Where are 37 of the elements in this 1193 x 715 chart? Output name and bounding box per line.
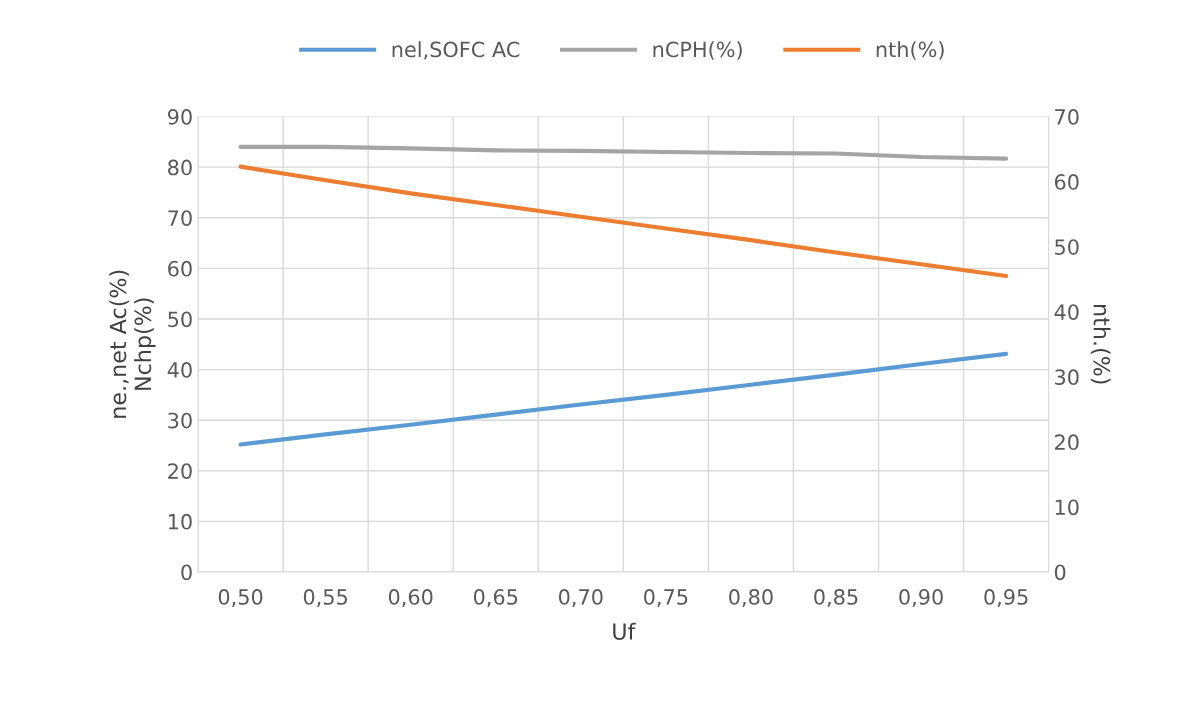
x-tick-label: 0,60 bbox=[388, 589, 433, 607]
legend-label: nCPH(%) bbox=[653, 41, 742, 60]
y2-tick-label: 30 bbox=[1055, 369, 1079, 386]
line-series bbox=[238, 164, 1009, 279]
y2-tick-label: 20 bbox=[1055, 434, 1079, 451]
y-axis-title: ne.,net Ac(%) Nchp(%) bbox=[109, 270, 156, 418]
x-tick-label: 0,55 bbox=[303, 589, 347, 607]
x-tick-label: 0,65 bbox=[473, 589, 518, 607]
y-tick-label: 60 bbox=[168, 260, 192, 277]
y2-tick-label: 40 bbox=[1054, 304, 1079, 320]
y-tick-label: 20 bbox=[168, 463, 192, 479]
y-tick-label: 50 bbox=[168, 311, 192, 328]
y2-tick-label: 60 bbox=[1054, 174, 1079, 190]
x-tick-label: 0,95 bbox=[984, 589, 1028, 607]
x-tick-label: 0,50 bbox=[218, 589, 263, 607]
legend-label: nth(%) bbox=[876, 41, 944, 60]
y-tick-label: 40 bbox=[167, 362, 192, 378]
y2-axis-title: nth.(%) bbox=[1090, 305, 1111, 384]
x-tick-label: 0,75 bbox=[644, 589, 688, 607]
y-tick-label: 70 bbox=[168, 210, 192, 226]
y-tick-label: 10 bbox=[168, 513, 192, 530]
y2-tick-label: 50 bbox=[1055, 239, 1079, 255]
x-tick-label: 0,90 bbox=[899, 589, 943, 607]
x-tick-label: 0,85 bbox=[814, 589, 858, 607]
line-series bbox=[238, 351, 1009, 447]
y-tick-label: 0 bbox=[181, 564, 192, 581]
x-tick-label: 0,80 bbox=[729, 589, 773, 607]
x-axis-title: Uf bbox=[613, 622, 636, 640]
x-tick-label: 0,70 bbox=[558, 589, 603, 607]
y2-tick-label: 10 bbox=[1055, 499, 1079, 516]
y2-tick-label: 70 bbox=[1055, 109, 1079, 125]
line-series bbox=[238, 144, 1009, 161]
y-tick-label: 80 bbox=[168, 159, 192, 176]
y-tick-label: 30 bbox=[168, 412, 192, 429]
y-tick-label: 90 bbox=[167, 109, 192, 125]
legend-label: nel,SOFC AC bbox=[392, 41, 520, 60]
y2-tick-label: 0 bbox=[1054, 564, 1066, 581]
